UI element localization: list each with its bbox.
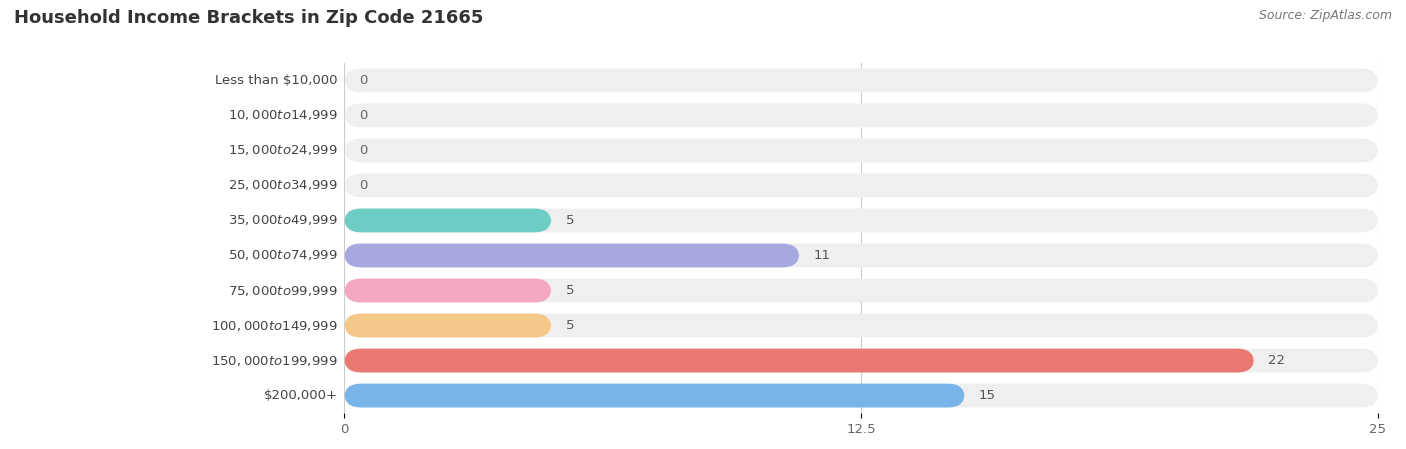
- Text: 5: 5: [565, 319, 574, 332]
- Text: $50,000 to $74,999: $50,000 to $74,999: [228, 248, 337, 263]
- FancyBboxPatch shape: [344, 103, 1378, 128]
- Text: $35,000 to $49,999: $35,000 to $49,999: [228, 213, 337, 228]
- Text: 0: 0: [359, 144, 367, 157]
- Text: $200,000+: $200,000+: [263, 389, 337, 402]
- FancyBboxPatch shape: [344, 208, 1378, 233]
- Text: $10,000 to $14,999: $10,000 to $14,999: [228, 108, 337, 123]
- FancyBboxPatch shape: [344, 383, 965, 408]
- Text: $75,000 to $99,999: $75,000 to $99,999: [228, 283, 337, 298]
- Text: $100,000 to $149,999: $100,000 to $149,999: [211, 318, 337, 333]
- Text: Household Income Brackets in Zip Code 21665: Household Income Brackets in Zip Code 21…: [14, 9, 484, 27]
- Text: 11: 11: [814, 249, 831, 262]
- Text: 0: 0: [359, 109, 367, 122]
- FancyBboxPatch shape: [344, 243, 1378, 268]
- FancyBboxPatch shape: [344, 208, 551, 233]
- FancyBboxPatch shape: [344, 348, 1254, 373]
- Text: $15,000 to $24,999: $15,000 to $24,999: [228, 143, 337, 158]
- FancyBboxPatch shape: [344, 348, 1378, 373]
- FancyBboxPatch shape: [344, 313, 1378, 338]
- Text: 15: 15: [979, 389, 995, 402]
- Text: 22: 22: [1268, 354, 1285, 367]
- FancyBboxPatch shape: [344, 383, 1378, 408]
- Text: Source: ZipAtlas.com: Source: ZipAtlas.com: [1258, 9, 1392, 22]
- FancyBboxPatch shape: [344, 278, 551, 303]
- FancyBboxPatch shape: [344, 243, 799, 268]
- FancyBboxPatch shape: [344, 138, 1378, 163]
- Text: Less than $10,000: Less than $10,000: [215, 74, 337, 87]
- FancyBboxPatch shape: [344, 313, 551, 338]
- FancyBboxPatch shape: [344, 68, 1378, 92]
- Text: 5: 5: [565, 284, 574, 297]
- Text: 5: 5: [565, 214, 574, 227]
- Text: 0: 0: [359, 74, 367, 87]
- FancyBboxPatch shape: [344, 173, 1378, 198]
- Text: 0: 0: [359, 179, 367, 192]
- Text: $150,000 to $199,999: $150,000 to $199,999: [211, 353, 337, 368]
- FancyBboxPatch shape: [344, 278, 1378, 303]
- Text: $25,000 to $34,999: $25,000 to $34,999: [228, 178, 337, 193]
